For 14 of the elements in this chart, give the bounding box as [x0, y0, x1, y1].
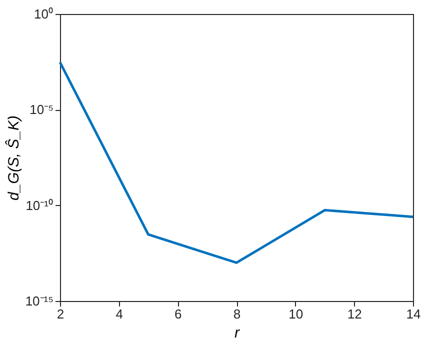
y-tick-label: 10⁻¹⁵ — [25, 294, 54, 308]
x-tick-label: 8 — [233, 306, 241, 322]
x-axis-title: r — [234, 324, 240, 342]
y-tick-label: 10⁰ — [34, 6, 54, 22]
y-tick-label: 10⁻⁵ — [30, 102, 54, 118]
x-tick-label: 4 — [116, 306, 123, 322]
x-tick-label: 2 — [56, 306, 64, 322]
x-tick-label: 14 — [406, 306, 421, 322]
line-series — [58, 61, 414, 264]
y-tick-label: 10⁻¹⁰ — [26, 198, 54, 213]
x-tick-label: 10 — [288, 306, 304, 322]
y-axis-title: d_G(S, Ŝ_K) — [4, 115, 22, 201]
x-tick-label: 6 — [174, 306, 182, 322]
x-tick-label: 12 — [347, 306, 362, 322]
